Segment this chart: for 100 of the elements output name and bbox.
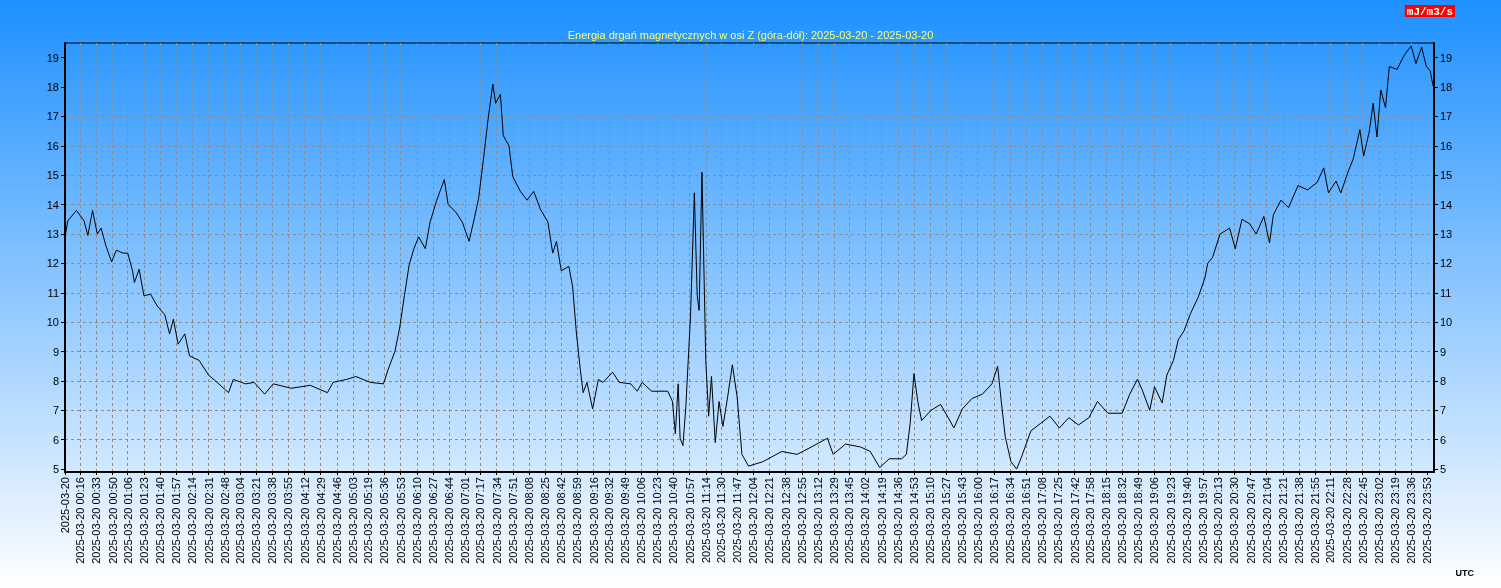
x-tick-label: 2025-03-20 10:40: [667, 477, 680, 564]
x-tick-label: 2025-03-20 01:57: [170, 477, 183, 564]
x-tick-label: 2025-03-20 18:15: [1100, 477, 1113, 564]
y2-tick-label: 18: [1440, 81, 1453, 94]
x-tick-label: 2025-03-20 16:34: [1003, 477, 1016, 564]
x-tick-label: 2025-03-20 05:19: [362, 477, 375, 564]
x-tick-label: 2025-03-20 10:23: [651, 477, 664, 564]
x-tick-label: 2025-03-20 15:43: [955, 477, 968, 564]
x-tick-label: 2025-03-20 00:16: [74, 477, 87, 564]
y2-tick-label: 19: [1440, 51, 1453, 64]
x-tick-label: 2025-03-20 17:42: [1068, 477, 1081, 564]
y-tick-label: 8: [52, 374, 59, 387]
x-tick-label: 2025-03-20 11:47: [731, 477, 744, 564]
x-tick-label: 2025-03-20 02:31: [202, 477, 215, 564]
x-tick-label: 2025-03-20 03:38: [266, 477, 279, 564]
x-tick-label: 2025-03-20 12:04: [747, 477, 760, 564]
y2-tick-label: 5: [1440, 463, 1447, 476]
y-tick-label: 10: [46, 316, 59, 329]
y-tick-label: 17: [46, 110, 59, 123]
chart-title: Energia drgań magnetycznych w osi Z (góra-dół): 2025-03-20 - 2025-03-20: [567, 28, 934, 41]
x-tick-label: 2025-03-20 17:58: [1083, 477, 1096, 564]
x-tick-label: 2025-03-20 12:38: [779, 477, 792, 564]
x-tick-label: 2025-03-20 11:30: [714, 477, 727, 564]
y2-axis-title: mJ/m3/s: [1406, 5, 1454, 18]
x-tick-label: 2025-03-20 19:06: [1148, 477, 1161, 564]
x-tick-label: 2025-03-20 18:49: [1132, 477, 1145, 564]
x-tick-label: 2025-03-20 16:00: [971, 477, 984, 564]
x-tick-label: 2025-03-20 06:10: [410, 477, 423, 564]
x-tick-label: 2025-03-20 23:53: [1421, 477, 1434, 564]
x-tick-label: 2025-03-20 21:04: [1260, 477, 1273, 564]
x-tick-label: 2025-03-20 00:33: [90, 477, 103, 564]
x-tick-label: 2025-03-20 05:53: [394, 477, 407, 564]
x-tick-label: 2025-03-20 19:57: [1196, 477, 1209, 564]
x-tick-label: 2025-03-20 12:55: [795, 477, 808, 564]
x-tick-label: 2025-03-20 08:59: [571, 477, 584, 564]
y-tick-label: 18: [46, 81, 59, 94]
x-tick-label: 2025-03-20 04:46: [330, 477, 343, 564]
y-tick-label: 9: [52, 345, 59, 358]
x-tick-label: 2025-03-20 21:55: [1309, 477, 1322, 564]
x-tick-label: 2025-03-20 22:45: [1356, 477, 1369, 564]
x-tick-label: 2025-03-20 23:19: [1389, 477, 1402, 564]
x-tick-label: 2025-03-20 07:51: [506, 477, 519, 564]
y2-tick-label: 7: [1440, 404, 1447, 417]
x-tick-label: 2025-03-20 05:36: [378, 477, 391, 564]
x-tick-label: 2025-03-20 20:13: [1212, 477, 1225, 564]
x-tick-label: 2025-03-20 09:49: [618, 477, 631, 564]
x-tick-label: 2025-03-20 01:06: [121, 477, 134, 564]
x-tick-label: 2025-03-20 18:32: [1116, 477, 1129, 564]
x-tick-label: 2025-03-20 10:57: [683, 477, 696, 564]
x-tick-label: 2025-03-20 04:12: [298, 477, 311, 564]
x-tick-label: 2025-03-20 12:21: [763, 477, 776, 564]
x-tick-label: 2025-03-20 02:14: [186, 477, 199, 564]
x-tick-label: 2025-03-20 21:38: [1293, 477, 1305, 564]
x-tick-label: 2025-03-20 13:12: [811, 477, 824, 564]
x-tick-label: 2025-03-20 06:27: [426, 477, 439, 564]
y2-tick-label: 8: [1440, 374, 1447, 387]
x-tick-label: 2025-03-20 08:08: [522, 477, 535, 564]
x-tick-label: 2025-03-20 09:32: [602, 477, 615, 564]
x-tick-label: 2025-03-20 07:01: [459, 477, 472, 564]
x-tick-label: 2025-03-20 02:48: [218, 477, 231, 564]
y2-tick-label: 13: [1440, 227, 1453, 240]
x-axis-title: UTC: [1455, 567, 1475, 578]
x-tick-label: 2025-03-20 09:16: [587, 477, 600, 564]
y-tick-label: 14: [46, 198, 59, 211]
y-tick-label: 11: [47, 286, 59, 299]
y2-tick-label: 6: [1440, 433, 1447, 446]
y2-tick-label: 17: [1440, 110, 1453, 123]
x-tick-label: 2025-03-20 06:44: [443, 477, 456, 564]
y-tick-label: 12: [46, 257, 59, 270]
y-tick-label: 7: [52, 404, 59, 417]
x-tick-label: 2025-03-20 13:45: [843, 477, 856, 564]
x-tick-label: 2025-03-20 04:29: [314, 477, 327, 564]
x-tick-label: 2025-03-20 11:14: [699, 477, 712, 564]
x-tick-label: 2025-03-20 23:36: [1405, 477, 1418, 564]
y2-tick-label: 16: [1440, 139, 1453, 152]
y2-tick-label: 12: [1440, 257, 1453, 270]
x-tick-label: 2025-03-20 07:17: [474, 477, 487, 564]
x-tick-label: 2025-03-20 03:21: [250, 477, 263, 564]
x-tick-label: 2025-03-20 08:42: [555, 477, 568, 564]
x-tick-label: 2025-03-20 19:40: [1180, 477, 1193, 564]
x-tick-label: 2025-03-20 03:04: [233, 477, 246, 564]
x-tick-label: 2025-03-20 01:40: [154, 477, 167, 564]
y2-tick-label: 15: [1440, 169, 1453, 182]
x-tick-label: 2025-03-20 03:55: [282, 477, 295, 564]
x-tick-label: 2025-03-20 23:02: [1372, 477, 1385, 564]
y2-tick-label: 14: [1440, 198, 1453, 211]
x-tick-label: 2025-03-20 22:11: [1324, 477, 1337, 564]
y-tick-label: 15: [46, 169, 59, 182]
x-tick-label: 2025-03-20 20:30: [1228, 477, 1241, 564]
x-tick-label: 2025-03-20 14:19: [875, 477, 888, 564]
y-tick-label: 16: [46, 139, 59, 152]
y2-tick-label: 9: [1440, 345, 1447, 358]
x-tick-label: 2025-03-20 10:06: [635, 477, 648, 564]
y-tick-label: 6: [52, 433, 59, 446]
x-tick-label: 2025-03-20 22:28: [1340, 477, 1353, 564]
x-tick-label: 2025-03-20 13:29: [828, 477, 841, 564]
x-tick-label: 2025-03-20 19:23: [1164, 477, 1177, 564]
x-tick-label: 2025-03-20: [59, 477, 71, 534]
y-tick-label: 5: [52, 463, 59, 476]
x-tick-label: 2025-03-20 14:53: [907, 477, 920, 564]
